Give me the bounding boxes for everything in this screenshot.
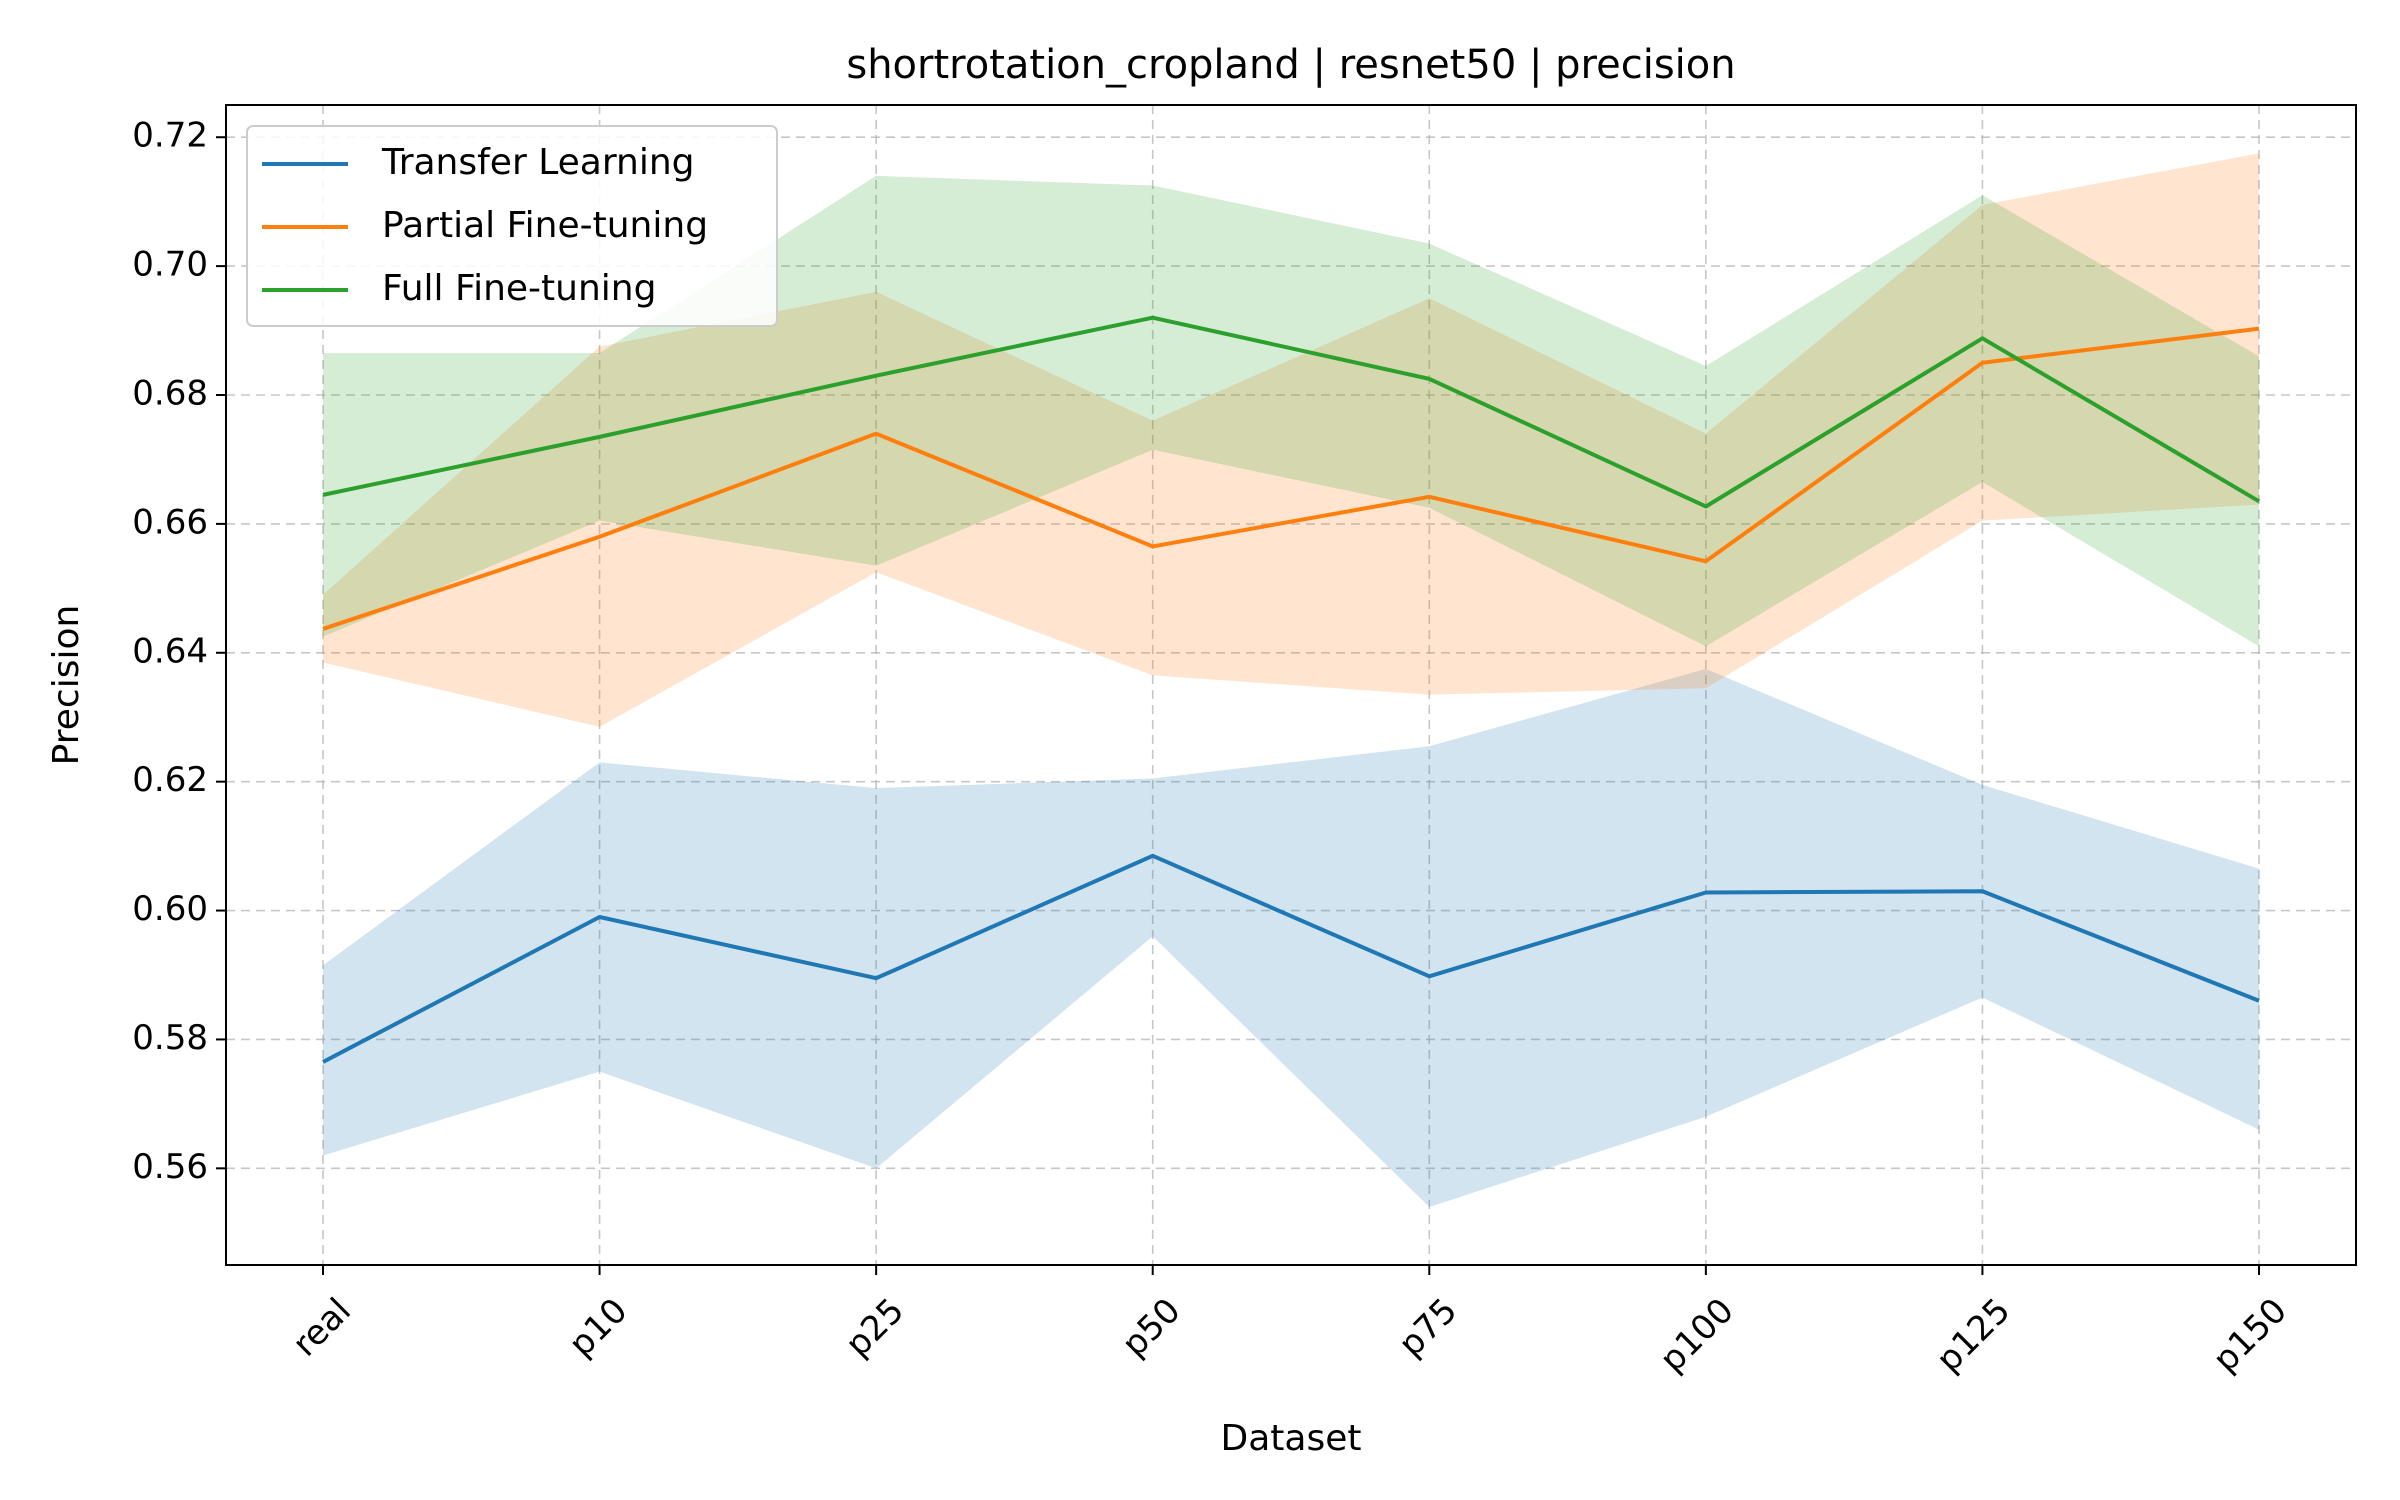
y-tick-label: 0.64 — [132, 631, 208, 671]
y-axis-label: Precision — [46, 605, 87, 766]
y-tick-label: 0.60 — [132, 889, 208, 929]
y-tick-label: 0.66 — [132, 502, 208, 542]
band-transfer-learning — [323, 668, 2259, 1207]
confidence-bands — [323, 153, 2259, 1207]
band-full-fine-tuning — [323, 175, 2259, 647]
y-tick-label: 0.56 — [132, 1147, 208, 1187]
series-lines — [322, 315, 2261, 1064]
legend: Transfer Learning Partial Fine-tuning Full… — [246, 125, 778, 327]
band-partial-fine-tuning — [323, 153, 2259, 727]
x-axis-label: Dataset — [1221, 1418, 1362, 1459]
y-axis-ticks: 0.56 0.58 0.60 0.62 0.64 0.66 0.68 0.70 0.72 — [132, 116, 226, 1187]
y-tick-label: 0.72 — [132, 116, 208, 156]
y-tick-label: 0.70 — [132, 245, 208, 285]
y-tick-label: 0.62 — [132, 760, 208, 800]
legend-box — [246, 125, 778, 327]
y-tick-label: 0.58 — [132, 1018, 208, 1058]
series-line-full-fine-tuning — [322, 315, 2261, 509]
series-line-partial-fine-tuning — [322, 326, 2260, 631]
plot-frame — [225, 104, 2357, 1266]
y-tick-label: 0.68 — [132, 374, 208, 414]
legend-label: Full Fine-tuning — [382, 268, 656, 309]
chart-title: shortrotation_cropland | resnet50 | prec… — [846, 42, 1735, 88]
legend-label: Transfer Learning — [381, 142, 695, 183]
series-line-transfer-learning — [322, 853, 2260, 1064]
grid — [226, 105, 2356, 1265]
legend-label: Partial Fine-tuning — [382, 205, 708, 246]
